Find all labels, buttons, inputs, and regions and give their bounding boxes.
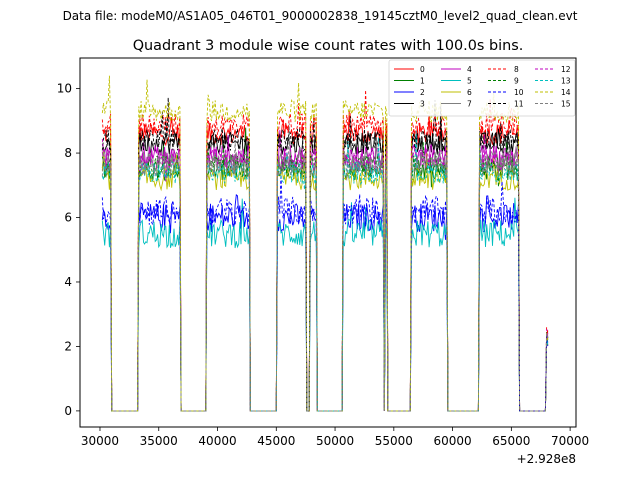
- legend-label: 15: [561, 100, 571, 109]
- y-tick-label: 2: [64, 339, 72, 353]
- x-tick-label: 35000: [140, 434, 178, 448]
- x-tick-label: 45000: [257, 434, 295, 448]
- legend-label: 8: [514, 65, 519, 74]
- x-tick-label: 60000: [433, 434, 471, 448]
- x-tick-label: 65000: [492, 434, 530, 448]
- x-offset-label: +2.928e8: [517, 452, 576, 466]
- axes-frame: [79, 57, 577, 428]
- x-tick-label: 55000: [375, 434, 413, 448]
- legend-label: 0: [420, 65, 425, 74]
- legend-label: 12: [561, 65, 571, 74]
- x-tick-label: 50000: [316, 434, 354, 448]
- figure-suptitle: Data file: modeM0/AS1A05_046T01_90000028…: [63, 9, 578, 23]
- y-tick-label: 8: [64, 146, 72, 160]
- y-tick-label: 4: [64, 275, 72, 289]
- x-tick-label: 70000: [551, 434, 589, 448]
- y-tick-label: 6: [64, 211, 72, 225]
- series-line-10: [101, 172, 549, 412]
- y-tick-label: 10: [57, 82, 72, 96]
- legend-label: 7: [467, 100, 472, 109]
- plot-area: 30000 35000 40000 45000 50000 55000 60000 65000…: [57, 57, 589, 466]
- legend-label: 1: [420, 77, 425, 86]
- legend-label: 13: [561, 77, 571, 86]
- legend-label: 4: [467, 65, 472, 74]
- legend-label: 6: [467, 88, 472, 97]
- series-line-15: [101, 123, 549, 412]
- series-lines: [101, 75, 549, 412]
- legend-label: 3: [420, 100, 425, 109]
- legend-label: 14: [561, 88, 571, 97]
- legend-label: 5: [467, 77, 472, 86]
- x-tick-label: 30000: [81, 434, 119, 448]
- y-tick-label: 0: [64, 404, 72, 418]
- legend-label: 10: [514, 88, 524, 97]
- legend-label: 11: [514, 100, 524, 109]
- y-axis: 0 2 4 6 8 10: [57, 82, 80, 418]
- x-tick-label: 40000: [198, 434, 236, 448]
- chart-title: Quadrant 3 module wise count rates with …: [133, 38, 524, 54]
- legend-box: [388, 59, 576, 117]
- legend-label: 2: [420, 88, 425, 97]
- legend-label: 9: [514, 77, 519, 86]
- x-axis: 30000 35000 40000 45000 50000 55000 60000 65000…: [81, 427, 589, 448]
